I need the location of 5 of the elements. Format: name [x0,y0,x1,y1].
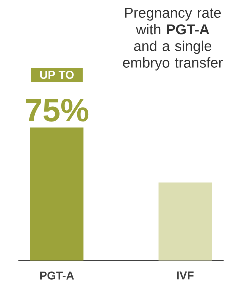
text: UP TO [40,71,74,80]
chart-title: Pregnancy rate with PGT-A and a single embryo transfer [123,8,223,71]
x-tick-label: IVF [177,272,194,280]
x-tick-label: PGT-A [40,272,74,280]
data-label: 75% [26,99,89,122]
